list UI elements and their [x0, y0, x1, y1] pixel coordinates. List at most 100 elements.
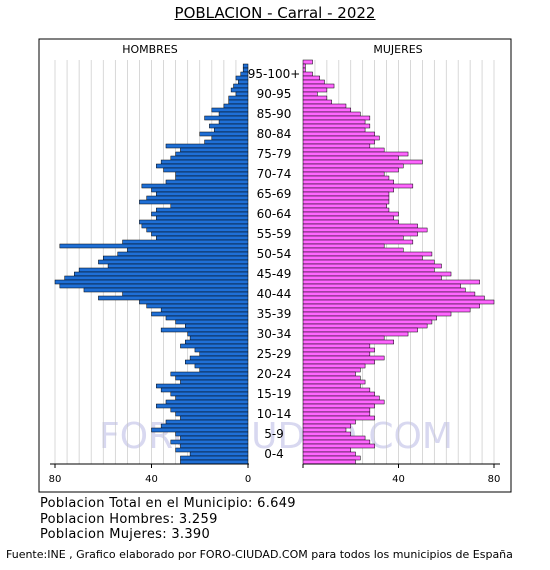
male-bar: [211, 135, 249, 141]
male-bar: [204, 139, 249, 145]
male-bar: [175, 395, 249, 401]
female-bar: [302, 455, 361, 461]
male-bar: [170, 203, 249, 209]
source-note: Fuente:INE , Grafico elaborado por FORO-…: [6, 548, 513, 561]
female-bar: [302, 211, 399, 217]
left-panel-label: HOMBRES: [122, 43, 178, 56]
male-bar: [235, 75, 249, 81]
male-bar: [180, 435, 249, 441]
male-bar: [139, 299, 249, 305]
male-bar: [160, 307, 249, 313]
male-bar: [165, 419, 249, 425]
female-bar: [302, 303, 480, 309]
male-bar: [160, 423, 249, 429]
female-bar: [302, 291, 476, 297]
female-bar: [302, 371, 356, 377]
female-bar: [302, 219, 399, 225]
female-bar: [302, 207, 390, 213]
female-bar: [302, 195, 390, 201]
female-bar: [302, 251, 433, 257]
female-bar: [302, 315, 437, 321]
age-label: 30-34: [257, 327, 292, 341]
female-bar: [302, 79, 325, 85]
female-bar: [302, 339, 394, 345]
male-bar: [74, 271, 249, 277]
female-bar: [302, 347, 375, 353]
female-bar: [302, 183, 414, 189]
female-bar: [302, 359, 375, 365]
male-bar: [160, 387, 249, 393]
male-bar: [122, 291, 249, 297]
male-bar: [213, 127, 249, 133]
age-label: 40-44: [257, 287, 292, 301]
male-bar: [156, 235, 249, 241]
male-bar: [194, 363, 249, 369]
male-bar: [59, 243, 249, 249]
female-bar: [302, 175, 390, 181]
male-bar: [117, 251, 249, 257]
female-bar: [302, 259, 435, 265]
female-bar: [302, 283, 461, 289]
x-tick-label: 80: [49, 474, 62, 485]
age-label: 50-54: [257, 247, 292, 261]
female-bar: [302, 395, 380, 401]
male-bar: [156, 403, 249, 409]
age-label: 55-59: [257, 227, 292, 241]
right-panel-label: MUJERES: [373, 43, 422, 56]
female-bar: [302, 403, 375, 409]
female-bar: [302, 91, 318, 97]
male-bar: [170, 407, 249, 413]
male-bar: [180, 379, 249, 385]
female-bar: [302, 71, 313, 77]
female-bar: [302, 343, 371, 349]
female-bar: [302, 275, 442, 281]
female-bar: [302, 111, 361, 117]
female-bar: [302, 423, 351, 429]
male-bar: [83, 287, 249, 293]
male-bar: [199, 131, 249, 137]
age-label: 70-74: [257, 167, 292, 181]
female-bar: [302, 375, 361, 381]
male-bar: [156, 383, 249, 389]
female-bar: [302, 187, 394, 193]
male-bar: [151, 231, 249, 237]
female-bar: [302, 255, 423, 261]
male-bar: [151, 211, 249, 217]
female-bar: [302, 87, 328, 93]
male-bar: [146, 195, 249, 201]
male-bar: [78, 267, 249, 273]
male-bar: [170, 371, 249, 377]
female-bar: [302, 363, 366, 369]
stat-total: Poblacion Total en el Municipio: 6.649: [40, 496, 296, 511]
male-bar: [156, 215, 249, 221]
male-bars: [54, 63, 249, 465]
female-bar: [302, 243, 385, 249]
female-bar: [302, 415, 375, 421]
x-tick-label: 40: [145, 474, 158, 485]
female-bar: [302, 391, 375, 397]
female-bar: [302, 151, 409, 157]
male-bar: [165, 179, 249, 185]
female-bar: [302, 419, 356, 425]
male-bar: [54, 279, 249, 285]
female-bar: [302, 67, 306, 73]
female-bar: [302, 307, 471, 313]
female-bar: [302, 451, 356, 457]
female-bar: [302, 435, 366, 441]
female-bar: [302, 267, 435, 273]
female-bar: [302, 83, 335, 89]
age-label: 60-64: [257, 207, 292, 221]
male-bar: [98, 295, 249, 301]
male-bar: [175, 171, 249, 177]
male-bar: [189, 451, 249, 457]
female-bar: [302, 191, 390, 197]
female-bar: [302, 223, 418, 229]
male-bar: [175, 411, 249, 417]
male-bar: [189, 335, 249, 341]
male-bar: [180, 415, 249, 421]
female-bar: [302, 227, 428, 233]
male-bar: [194, 347, 249, 353]
female-bar: [302, 99, 332, 105]
male-bar: [151, 187, 249, 193]
x-tick-label: 0: [245, 474, 251, 485]
